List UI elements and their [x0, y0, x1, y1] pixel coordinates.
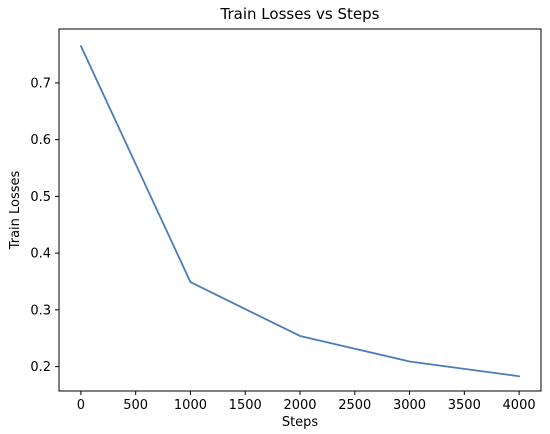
x-tick-label: 0 [77, 398, 85, 413]
y-tick-label: 0.5 [30, 190, 51, 205]
x-tick-label: 2000 [283, 398, 316, 413]
x-tick-label: 2500 [338, 398, 371, 413]
y-axis-ticks: 0.2 0.3 0.4 0.5 0.6 0.7 [30, 76, 59, 375]
y-axis-label: Train Losses [8, 170, 23, 250]
x-tick-label: 500 [123, 398, 148, 413]
x-axis-ticks: 0 500 1000 1500 2000 2500 3000 3500 4000 [77, 391, 536, 413]
x-tick-label: 3000 [393, 398, 426, 413]
x-tick-label: 4000 [503, 398, 536, 413]
series-line-0 [80, 45, 520, 378]
y-tick-label: 0.2 [30, 360, 51, 375]
y-tick-label: 0.3 [30, 303, 51, 318]
x-tick-label: 1000 [174, 398, 207, 413]
y-tick-label: 0.6 [30, 133, 51, 148]
x-tick-label: 3500 [448, 398, 481, 413]
plot-area-frame [58, 28, 542, 392]
x-axis-label: Steps [282, 415, 319, 430]
chart-title: Train Losses vs Steps [220, 5, 380, 23]
y-tick-label: 0.4 [30, 247, 51, 262]
y-tick-label: 0.7 [30, 76, 51, 91]
series-layer [80, 45, 520, 378]
x-tick-label: 1500 [229, 398, 262, 413]
